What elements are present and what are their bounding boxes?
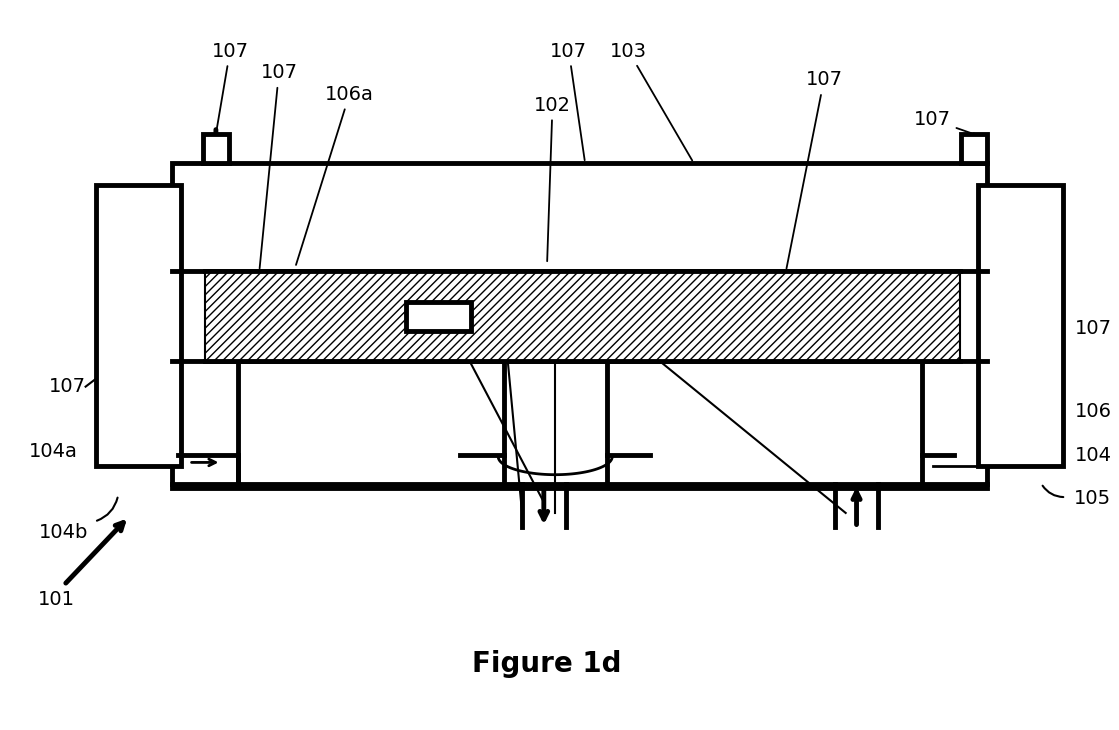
Text: 106: 106 <box>1074 402 1112 421</box>
Text: 104: 104 <box>1074 446 1112 465</box>
Text: 107: 107 <box>1074 320 1112 339</box>
Bar <box>978 185 1063 466</box>
Bar <box>406 301 471 331</box>
Text: 107: 107 <box>260 64 298 269</box>
Bar <box>172 163 987 488</box>
Text: 106a: 106a <box>297 85 374 265</box>
Text: 102: 102 <box>534 96 571 261</box>
Text: 107: 107 <box>534 280 571 299</box>
Text: 107: 107 <box>551 42 587 160</box>
Bar <box>961 134 987 163</box>
Bar <box>96 185 181 466</box>
Text: 109: 109 <box>606 314 643 333</box>
Bar <box>205 271 960 361</box>
Text: 104a: 104a <box>29 442 78 461</box>
Text: Figure 1d: Figure 1d <box>472 650 622 678</box>
Text: 104b: 104b <box>39 523 88 542</box>
Text: 110: 110 <box>420 314 457 333</box>
Text: 101: 101 <box>38 590 75 609</box>
Text: 107: 107 <box>480 280 517 299</box>
Text: 103: 103 <box>610 42 693 161</box>
Text: 107: 107 <box>787 70 843 269</box>
Text: 105: 105 <box>1074 489 1111 508</box>
Text: 107: 107 <box>914 110 971 133</box>
Bar <box>205 271 960 361</box>
Bar <box>203 134 229 163</box>
Text: 107: 107 <box>211 42 248 131</box>
Text: 107: 107 <box>48 377 86 396</box>
